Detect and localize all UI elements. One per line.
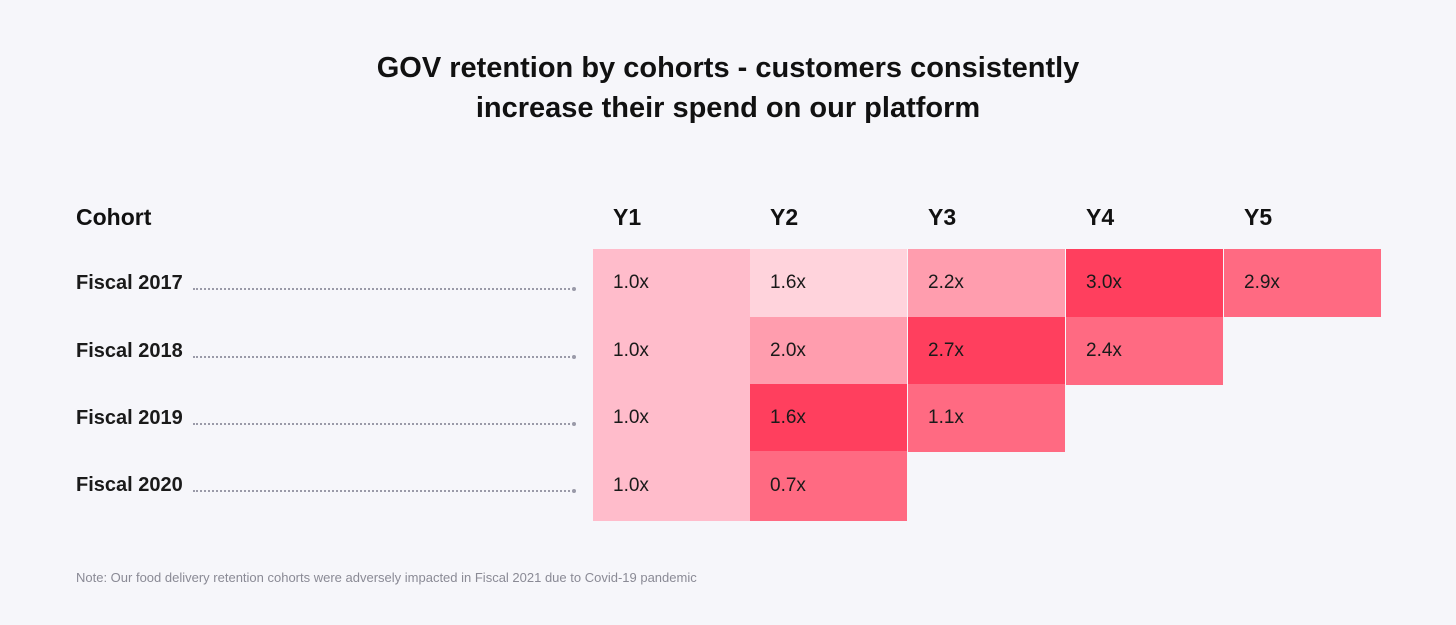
row-label-fiscal-2018: Fiscal 2018 <box>76 317 576 385</box>
leader-end-dot <box>572 287 576 291</box>
chart-title-line-2: increase their spend on our platform <box>475 92 981 124</box>
row-header: Cohort <box>76 204 152 230</box>
column-header-y1: Y1 <box>613 204 642 230</box>
cell-fiscal-2020-y1: 1.0x <box>593 451 750 521</box>
dotted-leader <box>192 423 570 425</box>
chart-title-line-1: GOV retention by cohorts - customers con… <box>376 52 1080 84</box>
leader-end-dot <box>572 422 576 426</box>
cell-fiscal-2018-y3: 2.7x <box>908 317 1065 385</box>
column-header-y5: Y5 <box>1244 204 1273 230</box>
cell-fiscal-2017-y1: 1.0x <box>593 249 750 317</box>
row-label-fiscal-2020: Fiscal 2020 <box>76 451 576 519</box>
cell-fiscal-2018-y4: 2.4x <box>1066 317 1223 385</box>
column-header-y4: Y4 <box>1086 204 1115 230</box>
cell-fiscal-2019-y3: 1.1x <box>908 384 1065 452</box>
cell-fiscal-2017-y4: 3.0x <box>1066 249 1223 317</box>
row-label-fiscal-2017: Fiscal 2017 <box>76 249 576 317</box>
dotted-leader <box>192 490 570 492</box>
row-label-text: Fiscal 2018 <box>76 339 183 362</box>
chart-title: GOV retention by cohorts - customers con… <box>0 48 1456 128</box>
row-label-text: Fiscal 2017 <box>76 271 183 294</box>
dotted-leader <box>192 288 570 290</box>
row-label-fiscal-2019: Fiscal 2019 <box>76 384 576 452</box>
cell-fiscal-2018-y2: 2.0x <box>750 317 907 385</box>
cell-fiscal-2017-y5: 2.9x <box>1224 249 1381 317</box>
cell-fiscal-2017-y2: 1.6x <box>750 249 907 317</box>
column-header-y3: Y3 <box>928 204 957 230</box>
cell-fiscal-2018-y1: 1.0x <box>593 317 750 385</box>
column-header-y2: Y2 <box>770 204 799 230</box>
cell-fiscal-2019-y1: 1.0x <box>593 384 750 452</box>
cell-fiscal-2020-y2: 0.7x <box>750 451 907 521</box>
leader-end-dot <box>572 489 576 493</box>
footnote: Note: Our food delivery retention cohort… <box>76 570 697 585</box>
row-label-text: Fiscal 2020 <box>76 473 183 496</box>
leader-end-dot <box>572 355 576 359</box>
row-label-text: Fiscal 2019 <box>76 406 183 429</box>
cell-fiscal-2019-y2: 1.6x <box>750 384 907 452</box>
dotted-leader <box>192 356 570 358</box>
cell-fiscal-2017-y3: 2.2x <box>908 249 1065 317</box>
